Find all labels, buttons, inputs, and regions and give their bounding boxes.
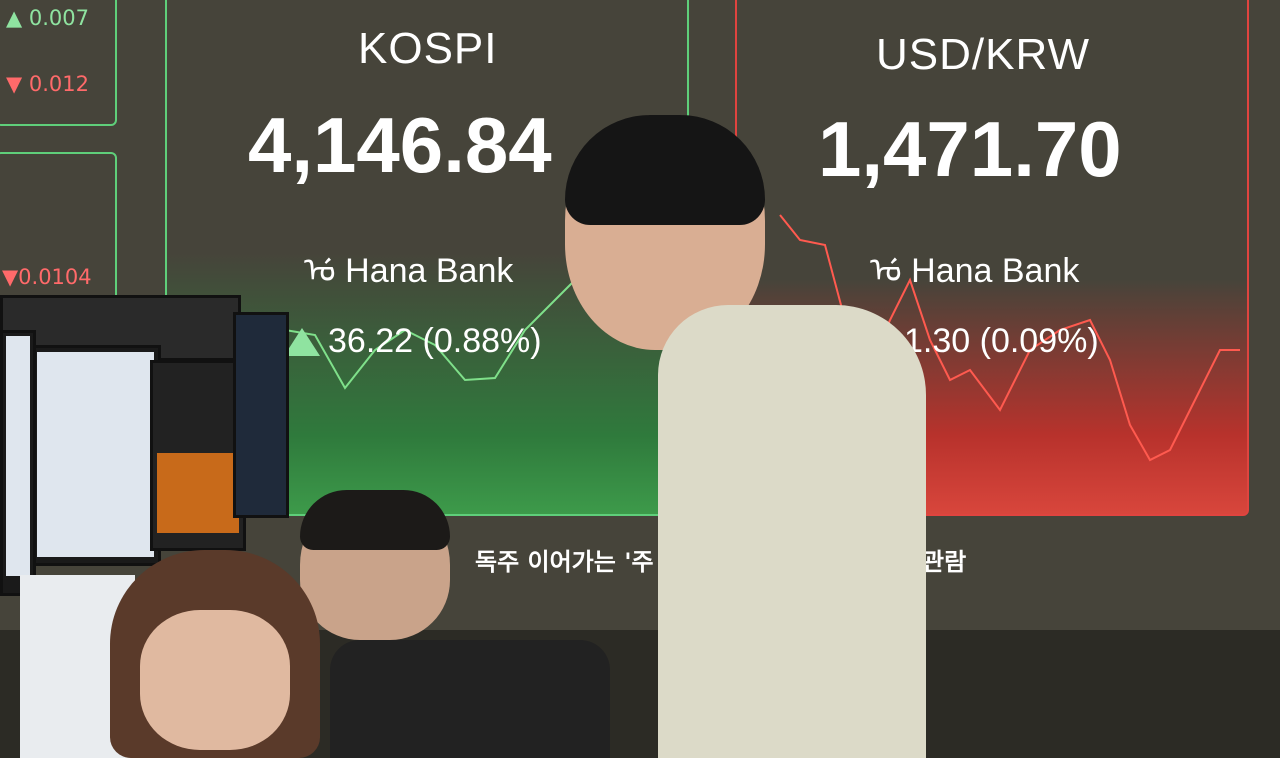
person-seated-woman	[110, 550, 320, 758]
usdkrw-bank-logo: ᡠ Hana Bank	[870, 252, 1080, 290]
person-walking-sweater	[658, 305, 926, 758]
value-text: 0.012	[28, 72, 89, 96]
value-text: 0.007	[28, 6, 89, 30]
usdkrw-title: USD/KRW	[876, 30, 1090, 79]
monitor	[30, 345, 161, 566]
bank-name: Hana Bank	[911, 252, 1080, 290]
kospi-change: 36.22 (0.88%)	[328, 322, 542, 360]
monitor	[150, 360, 246, 551]
monitor	[233, 312, 289, 518]
left-value-2: ▼ 0.012	[6, 72, 89, 96]
news-ticker-right: 관람	[922, 548, 967, 576]
kospi-value: 4,146.84	[248, 101, 552, 189]
left-panel	[0, 0, 117, 126]
news-ticker-left: 독주 이어가는 '주	[475, 548, 654, 576]
usdkrw-change: 1.30 (0.09%)	[904, 322, 1099, 360]
left-value-3: ▼0.0104	[2, 265, 92, 289]
person-seated-man	[300, 490, 450, 640]
bank-name: Hana Bank	[345, 252, 514, 290]
kospi-bank-logo: ᡠ Hana Bank	[304, 252, 514, 290]
kospi-chart-line	[285, 269, 586, 390]
usdkrw-value: 1,471.70	[818, 105, 1122, 193]
office-chair	[330, 640, 610, 758]
value-text: 0.0104	[18, 265, 92, 289]
monitor	[0, 330, 36, 596]
kospi-title: KOSPI	[358, 24, 498, 73]
left-value-1: ▲ 0.007	[6, 6, 89, 30]
up-triangle-icon	[284, 328, 320, 356]
